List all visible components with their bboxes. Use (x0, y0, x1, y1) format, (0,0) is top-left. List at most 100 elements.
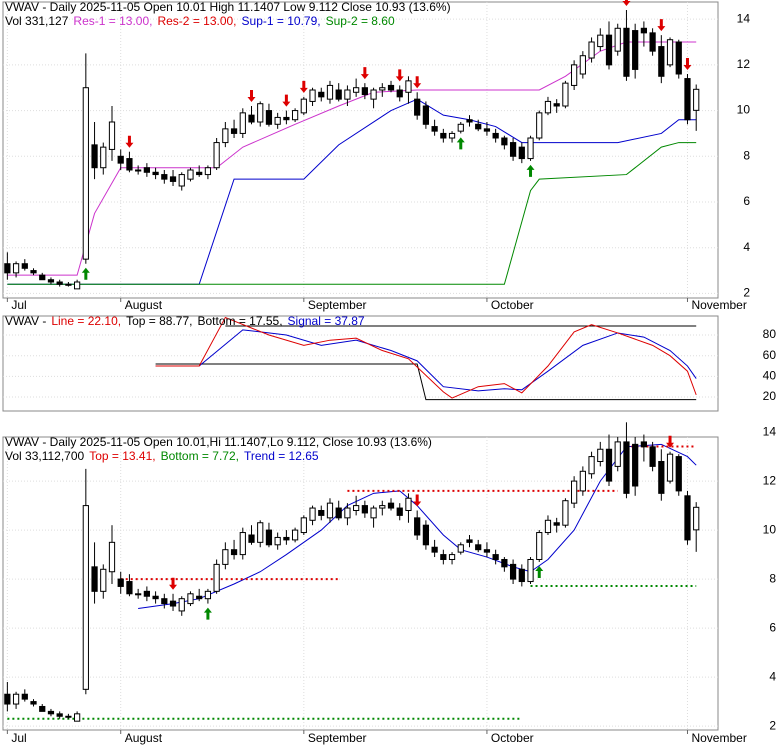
candle-body (571, 480, 578, 504)
candle-body (422, 105, 430, 125)
candle-body (335, 507, 342, 519)
header-item: Trend = 12.65 (244, 449, 319, 463)
candle-body (239, 112, 246, 134)
candle-body (65, 283, 72, 286)
y-tick-label: 80 (763, 327, 777, 341)
header-item: Signal = 37.87 (288, 314, 365, 328)
candle-body (65, 715, 72, 718)
header-item: Sup-2 = 8.60 (326, 14, 395, 28)
x-tick-label: November (691, 298, 746, 312)
candle-body (135, 169, 142, 172)
candle-body (21, 693, 28, 700)
candle-body (4, 693, 11, 705)
candle-body (152, 595, 159, 600)
candle-body (632, 443, 639, 487)
candle-body (100, 146, 107, 169)
candle-body (544, 100, 552, 114)
candle-body (379, 87, 386, 91)
candle-body (335, 89, 342, 100)
candle-body (39, 705, 46, 712)
series-line (155, 329, 697, 392)
candle-body (300, 98, 307, 114)
plot-frame (2, 1, 719, 299)
candle-body (509, 563, 517, 580)
candle-body (152, 171, 159, 176)
y-tick-label: 2 (743, 286, 750, 300)
header-item: VWAV - Daily 2025-11-05 Open 10.01,Hi 11… (5, 435, 432, 449)
candle-body (196, 171, 203, 176)
header-item: Bottom = 17.55, (197, 314, 282, 328)
sell-arrow (413, 76, 422, 89)
y-tick-label: 6 (743, 194, 750, 208)
candle-body (230, 128, 238, 134)
candle-body (283, 536, 290, 541)
candle-body (257, 522, 264, 543)
candle-body (623, 441, 630, 494)
x-tick-label: September (308, 731, 367, 745)
candle-body (143, 590, 150, 597)
candle-body (82, 505, 89, 690)
candle-body (344, 507, 351, 519)
candle-body (353, 87, 360, 93)
candle-body (344, 89, 351, 100)
x-tick-label: August (125, 298, 163, 312)
candle-body (431, 126, 438, 132)
candle-body (126, 158, 133, 171)
candle-body (440, 554, 447, 560)
candle-body (387, 502, 395, 509)
candle-body (396, 507, 403, 516)
y-tick-label: 4 (743, 240, 750, 254)
candle-body (483, 128, 491, 132)
x-tick-label: October (491, 298, 534, 312)
x-tick-label: Jul (11, 731, 26, 745)
candle-body (387, 84, 395, 91)
sell-arrow (299, 80, 308, 93)
candle-body (518, 146, 525, 160)
candle-body (457, 123, 464, 132)
candle-body (91, 566, 98, 592)
candle-body (414, 517, 421, 536)
candle-body (265, 110, 273, 125)
series-line (7, 584, 697, 720)
header-text: Vol 33,112,700 Top = 13.41, Bottom = 7.72,… (5, 449, 319, 463)
sell-arrow (282, 94, 291, 107)
candle-body (82, 87, 89, 260)
candle-body (169, 600, 177, 607)
candle-body (571, 64, 578, 86)
sell-arrow (169, 577, 178, 590)
candle-body (509, 142, 517, 157)
candle-body (588, 456, 595, 475)
candle-body (74, 281, 81, 290)
candle-body (361, 87, 368, 96)
sell-arrow (683, 58, 692, 70)
candle-body (204, 167, 212, 176)
candle-body (448, 132, 456, 139)
buy-arrow (203, 607, 212, 620)
candle-body (518, 568, 525, 583)
candle-body (12, 693, 20, 705)
candle-body (501, 558, 508, 568)
x-tick-label: November (691, 731, 746, 745)
candle-body (309, 89, 316, 102)
candle-body (187, 593, 194, 605)
header-item: Top = 13.41, (89, 449, 155, 463)
candle-body (527, 558, 534, 583)
candle-body (440, 132, 447, 139)
candle-body (56, 713, 63, 717)
candle-body (108, 121, 116, 150)
sell-arrow (622, 0, 631, 6)
candle-body (431, 546, 438, 553)
header-item: Sup-1 = 10.79, (242, 14, 321, 28)
candle-body (527, 137, 534, 160)
y-tick-label: 6 (769, 620, 776, 634)
x-tick-label: August (125, 731, 163, 745)
y-tick-label: 14 (763, 424, 777, 438)
sell-arrow (247, 90, 256, 102)
series-line (155, 363, 697, 401)
sell-arrow (360, 67, 369, 80)
candle-body (161, 598, 168, 605)
candle-body (597, 448, 604, 462)
sell-arrow (413, 494, 422, 507)
candle-body (230, 549, 238, 556)
candle-body (222, 549, 229, 565)
